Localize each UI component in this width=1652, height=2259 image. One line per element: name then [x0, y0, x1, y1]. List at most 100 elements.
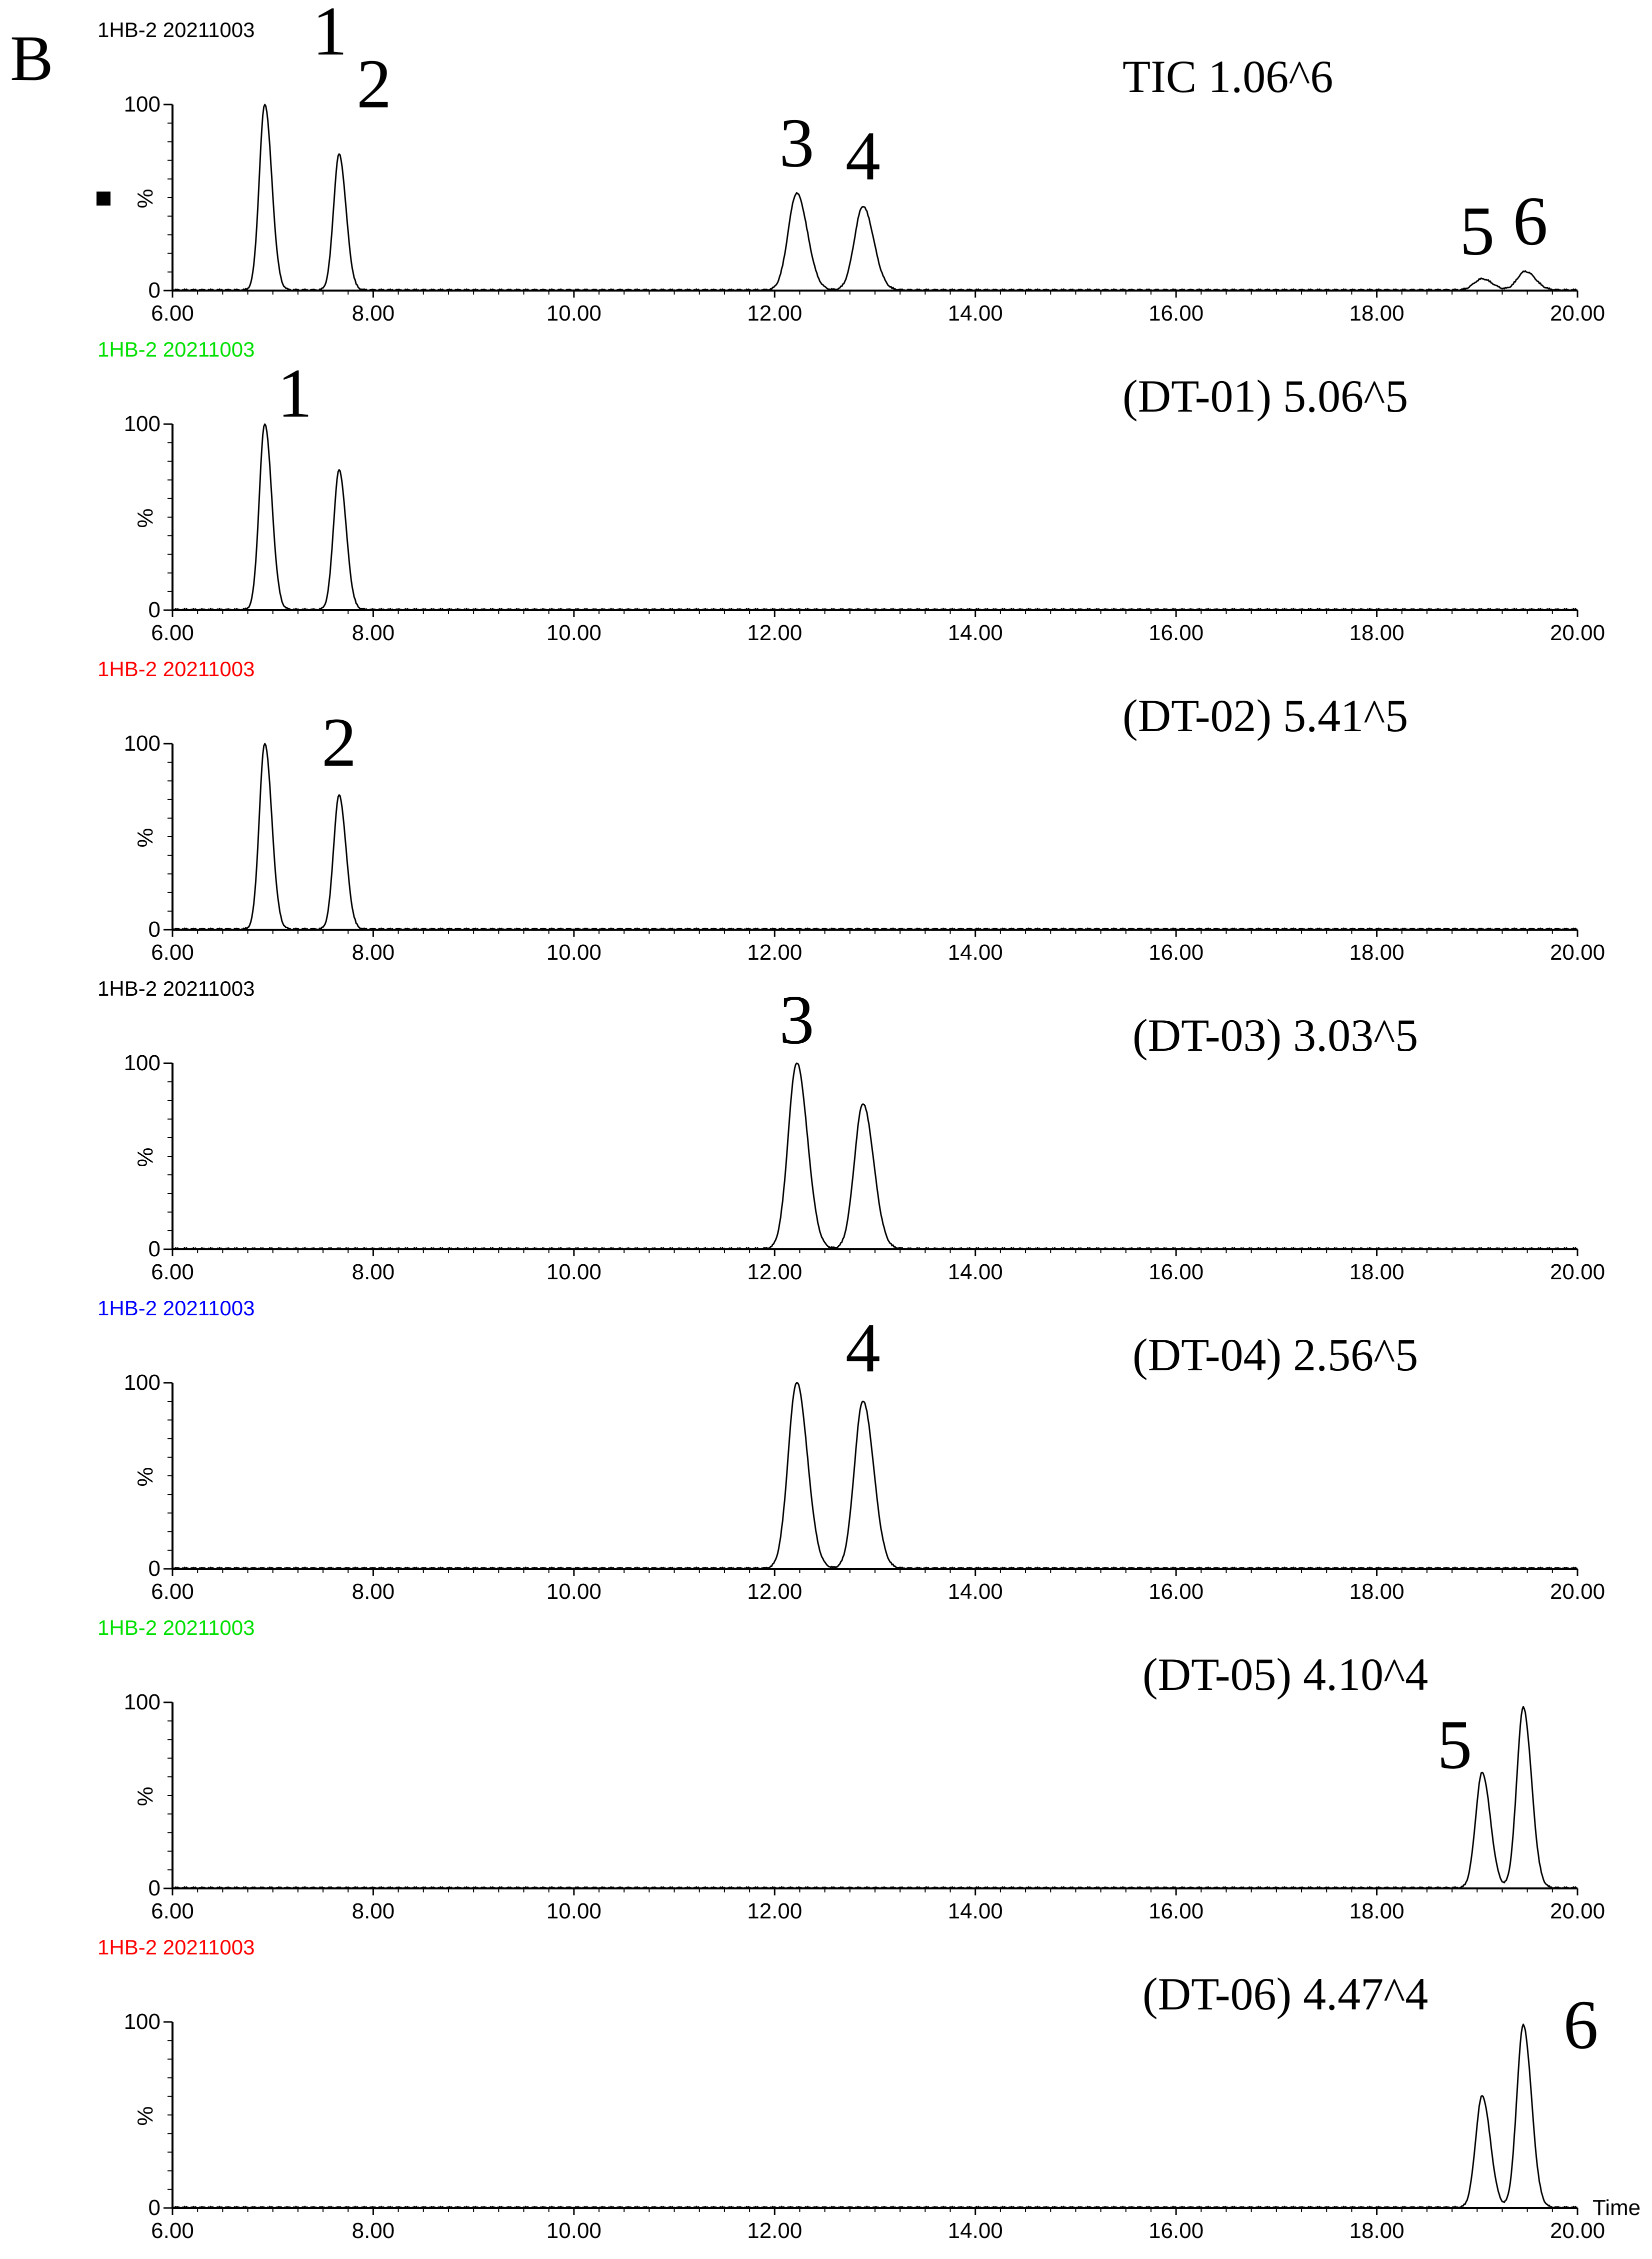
x-tick-label: 20.00: [1550, 1899, 1605, 1923]
y-tick-label: 100: [124, 1370, 160, 1395]
x-tick-label: 8.00: [352, 2218, 395, 2243]
y-axis-unit: %: [133, 1786, 158, 1806]
y-axis-unit: %: [133, 1467, 158, 1486]
y-tick-label: 0: [148, 2195, 160, 2220]
peak-label: 2: [356, 45, 392, 123]
x-tick-label: 14.00: [948, 1579, 1003, 1604]
x-tick-label: 10.00: [546, 2218, 602, 2243]
series-trace: [172, 1062, 1578, 1250]
y-tick-label: 100: [124, 731, 160, 756]
x-tick-label: 6.00: [151, 301, 194, 326]
sample-label: 1HB-2 20211003: [98, 977, 254, 1000]
x-tick-label: 10.00: [546, 1899, 602, 1923]
peak-label: 1: [312, 0, 348, 70]
y-axis-unit: %: [133, 1147, 158, 1167]
x-tick-label: 8.00: [352, 301, 395, 326]
x-tick-label: 6.00: [151, 1579, 194, 1604]
x-tick-label: 6.00: [151, 940, 194, 965]
chromatogram-panel: 1HB-2 20211003 (DT-04) 2.56^5 6.00 8.00 10.0…: [98, 1296, 1605, 1604]
y-tick-label: 0: [148, 1876, 160, 1900]
y-axis-unit: %: [133, 508, 158, 528]
figure-label: B: [10, 23, 54, 95]
sample-label: 1HB-2 20211003: [98, 1616, 254, 1639]
x-tick-label: 20.00: [1550, 2218, 1605, 2243]
x-tick-label: 20.00: [1550, 1260, 1605, 1284]
x-tick-label: 20.00: [1550, 621, 1605, 645]
x-tick-label: 14.00: [948, 1899, 1003, 1923]
x-tick-label: 18.00: [1350, 1260, 1404, 1284]
x-tick-label: 12.00: [747, 1260, 802, 1284]
x-tick-label: 6.00: [151, 1899, 194, 1923]
time-axis-label: Time: [1592, 2195, 1640, 2220]
series-trace: [172, 1706, 1578, 1889]
x-tick-label: 16.00: [1148, 301, 1204, 326]
chromatogram-panel: 1HB-2 20211003 (DT-02) 5.41^5 6.00 8.00 10.0…: [98, 657, 1605, 965]
x-tick-label: 18.00: [1350, 1579, 1404, 1604]
peak-label: 4: [846, 1309, 880, 1387]
x-tick-label: 12.00: [747, 1899, 802, 1923]
series-trace: [172, 104, 1578, 292]
x-tick-label: 16.00: [1148, 1260, 1204, 1284]
peak-label: 6: [1513, 183, 1548, 260]
x-tick-label: 6.00: [151, 1260, 194, 1284]
chromatogram-panel: 1HB-2 20211003 TIC 1.06^6 6.00 8.00 10.00 12.…: [98, 0, 1605, 326]
x-tick-label: 10.00: [546, 940, 602, 965]
y-tick-label: 100: [124, 412, 160, 436]
y-tick-label: 0: [148, 278, 160, 303]
x-tick-label: 10.00: [546, 1260, 602, 1284]
chromatogram-panel: 1HB-2 20211003 (DT-03) 3.03^5 6.00 8.00 10.0…: [98, 977, 1605, 1284]
sample-label: 1HB-2 20211003: [98, 338, 254, 361]
y-tick-label: 100: [124, 92, 160, 117]
peak-label: 2: [322, 704, 356, 781]
y-axis-unit: %: [133, 2106, 158, 2125]
peak-label: 5: [1437, 1706, 1472, 1783]
x-tick-label: 16.00: [1148, 1579, 1204, 1604]
square-marker-icon: [96, 192, 110, 206]
series-trace: [172, 423, 1578, 611]
x-tick-label: 8.00: [352, 1260, 395, 1284]
x-tick-label: 12.00: [747, 940, 802, 965]
x-tick-label: 6.00: [151, 2218, 194, 2243]
channel-label: (DT-06) 4.47^4: [1142, 1968, 1428, 2019]
peak-label: 3: [779, 981, 814, 1059]
series-trace: [172, 1382, 1578, 1570]
chromatogram-panel: 1HB-2 20211003 (DT-05) 4.10^4 6.00 8.00 10.0…: [98, 1616, 1605, 1923]
y-tick-label: 0: [148, 598, 160, 622]
x-tick-label: 14.00: [948, 2218, 1003, 2243]
x-tick-label: 18.00: [1350, 621, 1404, 645]
chromatogram-panel: 1HB-2 20211003 (DT-01) 5.06^5 6.00 8.00 10.0…: [98, 338, 1605, 645]
x-tick-label: 20.00: [1550, 940, 1605, 965]
y-tick-label: 100: [124, 1690, 160, 1714]
y-tick-label: 0: [148, 917, 160, 942]
x-tick-label: 16.00: [1148, 2218, 1204, 2243]
y-tick-label: 100: [124, 2009, 160, 2034]
channel-label: (DT-03) 3.03^5: [1132, 1010, 1418, 1061]
x-tick-label: 18.00: [1350, 301, 1404, 326]
channel-label: (DT-02) 5.41^5: [1122, 690, 1408, 741]
peak-label: 3: [779, 105, 814, 182]
series-trace: [172, 2023, 1578, 2209]
x-tick-label: 12.00: [747, 2218, 802, 2243]
x-tick-label: 14.00: [948, 301, 1003, 326]
x-tick-label: 14.00: [948, 621, 1003, 645]
panels: 1HB-2 20211003 TIC 1.06^6 6.00 8.00 10.00 12.…: [98, 0, 1640, 2243]
channel-label: TIC 1.06^6: [1122, 51, 1333, 102]
sample-label: 1HB-2 20211003: [98, 657, 254, 681]
x-tick-label: 18.00: [1350, 1899, 1404, 1923]
x-tick-label: 16.00: [1148, 1899, 1204, 1923]
sample-label: 1HB-2 20211003: [98, 1935, 254, 1959]
x-tick-label: 12.00: [747, 1579, 802, 1604]
y-tick-label: 100: [124, 1051, 160, 1075]
x-tick-label: 8.00: [352, 940, 395, 965]
x-tick-label: 8.00: [352, 1899, 395, 1923]
y-tick-label: 0: [148, 1237, 160, 1261]
x-tick-label: 8.00: [352, 1579, 395, 1604]
x-tick-label: 20.00: [1550, 301, 1605, 326]
x-tick-label: 18.00: [1350, 940, 1404, 965]
x-tick-label: 14.00: [948, 1260, 1003, 1284]
y-axis-unit: %: [133, 828, 158, 847]
x-tick-label: 6.00: [151, 621, 194, 645]
peak-label: 4: [846, 118, 880, 195]
series-trace: [172, 743, 1578, 931]
